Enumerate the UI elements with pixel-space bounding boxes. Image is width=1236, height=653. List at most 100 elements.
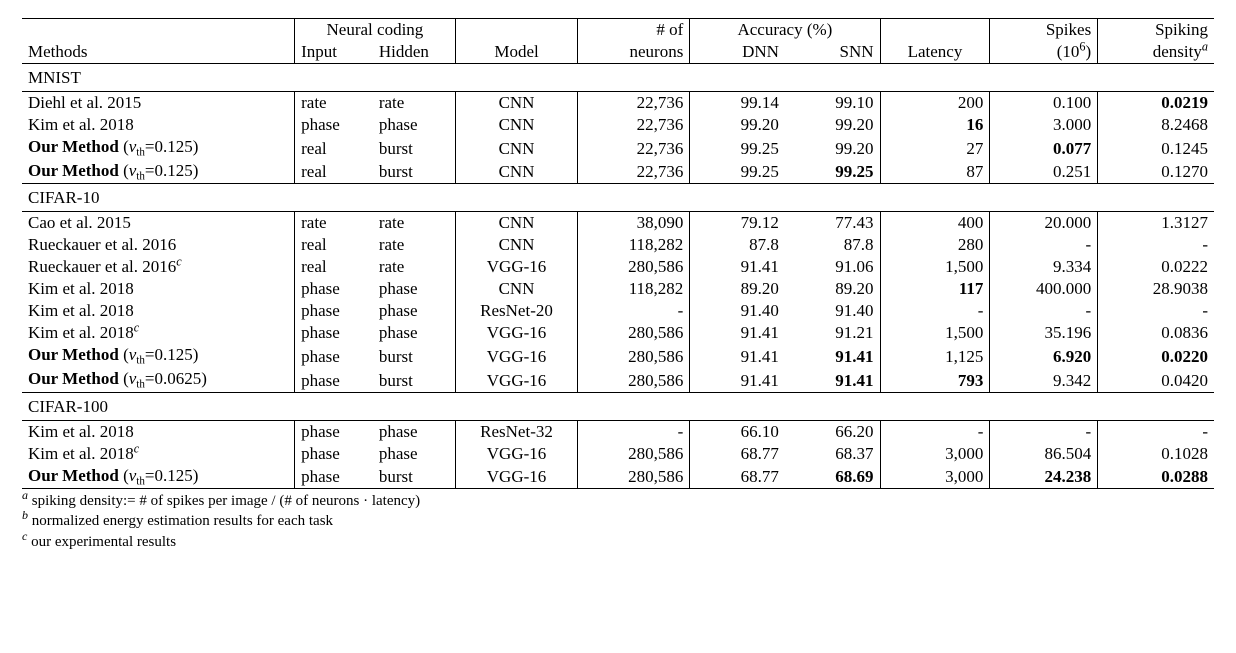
col-neural-coding: Neural coding <box>295 19 456 42</box>
cell-method: Kim et al. 2018 <box>22 114 295 136</box>
cell-density: 0.0288 <box>1098 465 1214 489</box>
footnote-a: a spiking density:= # of spikes per imag… <box>22 491 1214 511</box>
cell-density: 0.1245 <box>1098 136 1214 160</box>
cell-density: 0.1028 <box>1098 443 1214 465</box>
cell-neurons: 38,090 <box>578 212 690 235</box>
cell-hidden: burst <box>373 368 455 392</box>
cell-model: VGG-16 <box>455 443 578 465</box>
cell-method: Rueckauer et al. 2016 <box>22 234 295 256</box>
cell-model: CNN <box>455 160 578 184</box>
cell-neurons: - <box>578 420 690 443</box>
cell-dnn: 99.14 <box>690 92 785 115</box>
col-density-top: Spiking <box>1098 19 1214 42</box>
cell-density: 28.9038 <box>1098 278 1214 300</box>
col-input: Input <box>295 41 373 64</box>
cell-method: Our Method (vth=0.125) <box>22 136 295 160</box>
col-latency: Latency <box>880 19 990 64</box>
cell-input: rate <box>295 92 373 115</box>
cell-dnn: 68.77 <box>690 443 785 465</box>
table-row: Kim et al. 2018phasephaseCNN118,28289.20… <box>22 278 1214 300</box>
cell-hidden: rate <box>373 256 455 278</box>
col-model: Model <box>455 19 578 64</box>
cell-model: VGG-16 <box>455 256 578 278</box>
cell-neurons: 118,282 <box>578 234 690 256</box>
cell-spikes: 0.100 <box>990 92 1098 115</box>
cell-hidden: burst <box>373 344 455 368</box>
table-row: Our Method (vth=0.125)phaseburstVGG-1628… <box>22 465 1214 489</box>
cell-neurons: 280,586 <box>578 368 690 392</box>
cell-neurons: 118,282 <box>578 278 690 300</box>
cell-density: 0.0220 <box>1098 344 1214 368</box>
cell-hidden: rate <box>373 212 455 235</box>
cell-latency: 280 <box>880 234 990 256</box>
results-table: MethodsNeural codingModel# ofAccuracy (%… <box>22 18 1214 489</box>
cell-hidden: phase <box>373 443 455 465</box>
cell-latency: 1,500 <box>880 256 990 278</box>
cell-snn: 66.20 <box>785 420 880 443</box>
cell-dnn: 99.20 <box>690 114 785 136</box>
cell-snn: 99.20 <box>785 114 880 136</box>
cell-snn: 68.69 <box>785 465 880 489</box>
table-row: Diehl et al. 2015raterateCNN22,73699.149… <box>22 92 1214 115</box>
col-spikes-bot: (106) <box>990 41 1098 64</box>
cell-hidden: phase <box>373 114 455 136</box>
cell-method: Kim et al. 2018 <box>22 420 295 443</box>
cell-method: Kim et al. 2018 <box>22 300 295 322</box>
col-density-bot: densitya <box>1098 41 1214 64</box>
cell-model: CNN <box>455 234 578 256</box>
cell-model: VGG-16 <box>455 322 578 344</box>
col-methods: Methods <box>22 19 295 64</box>
cell-input: real <box>295 160 373 184</box>
cell-method: Kim et al. 2018c <box>22 443 295 465</box>
cell-method: Kim et al. 2018 <box>22 278 295 300</box>
footnote-c: c our experimental results <box>22 532 1214 552</box>
cell-latency: 3,000 <box>880 443 990 465</box>
col-dnn: DNN <box>690 41 785 64</box>
cell-latency: - <box>880 420 990 443</box>
cell-model: CNN <box>455 92 578 115</box>
cell-spikes: 0.077 <box>990 136 1098 160</box>
cell-snn: 99.20 <box>785 136 880 160</box>
table-row: Kim et al. 2018phasephaseResNet-32-66.10… <box>22 420 1214 443</box>
cell-method: Our Method (vth=0.125) <box>22 160 295 184</box>
cell-dnn: 91.41 <box>690 368 785 392</box>
cell-snn: 99.25 <box>785 160 880 184</box>
cell-model: VGG-16 <box>455 465 578 489</box>
cell-spikes: 20.000 <box>990 212 1098 235</box>
cell-model: VGG-16 <box>455 368 578 392</box>
table-footnotes: a spiking density:= # of spikes per imag… <box>22 491 1214 552</box>
cell-density: - <box>1098 234 1214 256</box>
cell-dnn: 91.41 <box>690 322 785 344</box>
group-title: MNIST <box>22 64 1214 92</box>
table-row: Our Method (vth=0.125)realburstCNN22,736… <box>22 136 1214 160</box>
cell-snn: 91.06 <box>785 256 880 278</box>
cell-hidden: rate <box>373 92 455 115</box>
cell-latency: 117 <box>880 278 990 300</box>
cell-neurons: 22,736 <box>578 92 690 115</box>
col-hidden: Hidden <box>373 41 455 64</box>
cell-spikes: 0.251 <box>990 160 1098 184</box>
table-row: Cao et al. 2015raterateCNN38,09079.1277.… <box>22 212 1214 235</box>
cell-method: Rueckauer et al. 2016c <box>22 256 295 278</box>
cell-dnn: 66.10 <box>690 420 785 443</box>
table-row: Our Method (vth=0.125)phaseburstVGG-1628… <box>22 344 1214 368</box>
cell-input: phase <box>295 114 373 136</box>
cell-neurons: 280,586 <box>578 256 690 278</box>
cell-hidden: phase <box>373 420 455 443</box>
cell-snn: 77.43 <box>785 212 880 235</box>
cell-dnn: 91.41 <box>690 344 785 368</box>
table-row: Kim et al. 2018cphasephaseVGG-16280,5866… <box>22 443 1214 465</box>
cell-density: 8.2468 <box>1098 114 1214 136</box>
cell-model: CNN <box>455 212 578 235</box>
cell-spikes: 9.334 <box>990 256 1098 278</box>
cell-snn: 91.40 <box>785 300 880 322</box>
cell-neurons: 22,736 <box>578 160 690 184</box>
cell-latency: 27 <box>880 136 990 160</box>
cell-latency: 1,500 <box>880 322 990 344</box>
cell-latency: 1,125 <box>880 344 990 368</box>
cell-model: CNN <box>455 114 578 136</box>
cell-dnn: 68.77 <box>690 465 785 489</box>
table-row: Rueckauer et al. 2016realrateCNN118,2828… <box>22 234 1214 256</box>
cell-latency: 87 <box>880 160 990 184</box>
cell-input: phase <box>295 278 373 300</box>
